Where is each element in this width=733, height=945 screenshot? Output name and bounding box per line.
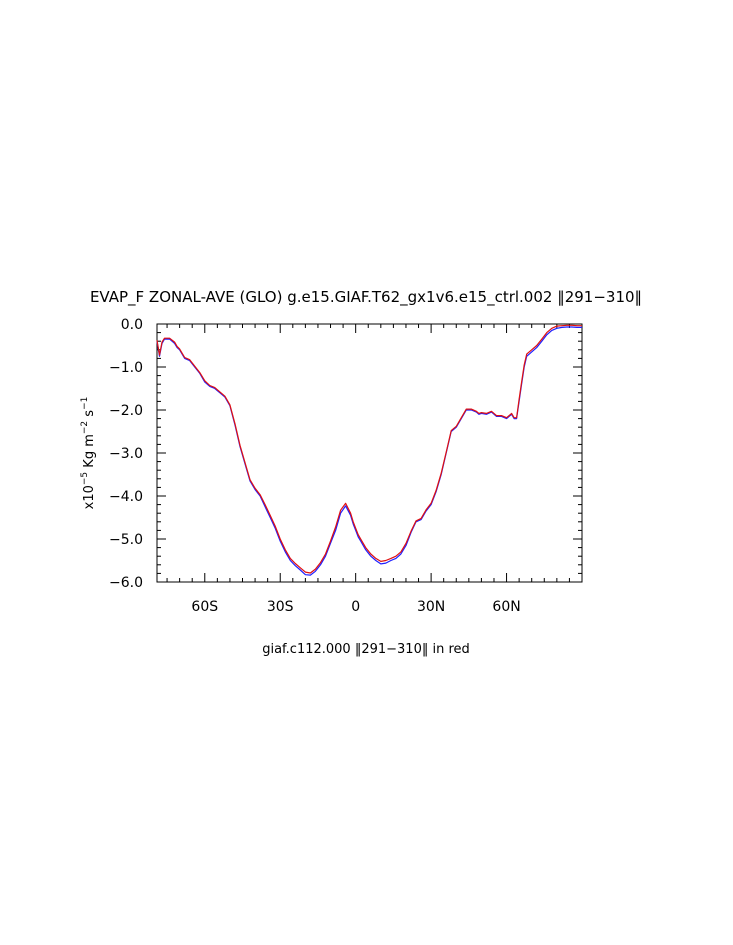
y-axis-label: x10−5 Kg m−2 s−1	[80, 397, 97, 510]
series-line-1	[156, 324, 582, 574]
y-tick-label: −6.0	[109, 575, 143, 591]
x-tick-label: 60N	[492, 599, 520, 615]
y-axis-tick-labels: 0.0 −1.0 −2.0 −3.0 −4.0 −5.0 −6.0	[109, 317, 143, 591]
chart-caption: giaf.c112.000 ‖291−310‖ in red	[262, 642, 470, 657]
y-tick-label: 0.0	[121, 317, 143, 333]
x-tick-label: 30N	[417, 599, 445, 615]
chart-title: EVAP_F ZONAL-AVE (GLO) g.e15.GIAF.T62_gx…	[90, 288, 642, 307]
y-tick-label: −4.0	[109, 489, 143, 505]
x-tick-label: 0	[351, 599, 360, 615]
plot-frame	[156, 323, 583, 583]
y-tick-label: −2.0	[109, 403, 143, 419]
y-tick-label: −1.0	[109, 360, 143, 376]
y-tick-label: −3.0	[109, 446, 143, 462]
axis-ticks	[157, 323, 582, 583]
x-tick-label: 60S	[191, 599, 218, 615]
x-axis-tick-labels: 60S 30S 0 30N 60N	[191, 599, 520, 615]
series-line-0	[156, 326, 582, 576]
x-tick-label: 30S	[267, 599, 294, 615]
y-tick-label: −5.0	[109, 532, 143, 548]
series-lines	[156, 324, 582, 576]
